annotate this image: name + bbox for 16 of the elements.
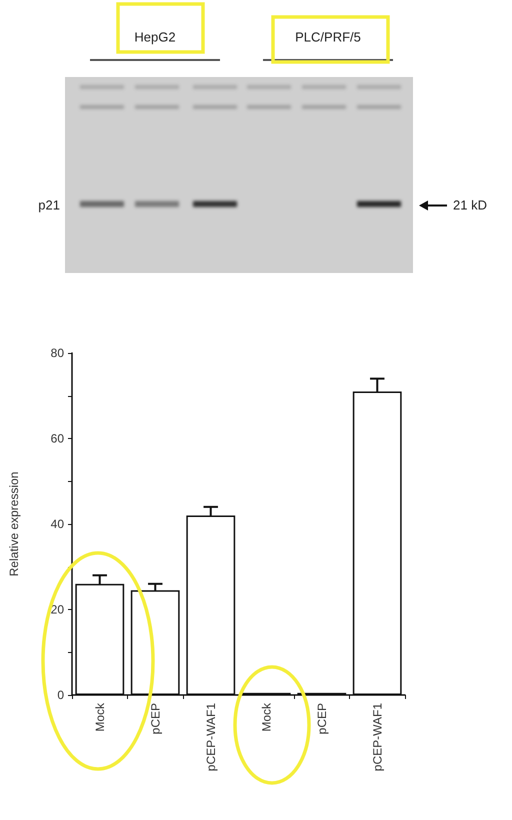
text: HepG2: [134, 30, 176, 44]
x-tick-label: pCEP: [148, 703, 162, 734]
text: 21 kD: [453, 198, 487, 212]
y-tick-label: 60: [50, 432, 64, 446]
x-tick-label: pCEP-WAF1: [204, 702, 218, 772]
text: PLC/PRF/5: [295, 30, 361, 44]
x-tick-label: pCEP-WAF1: [370, 702, 384, 772]
x-tick-label: Mock: [92, 702, 107, 732]
y-tick-label: 80: [50, 346, 64, 360]
y-tick-label: 40: [50, 517, 64, 531]
y-tick-label: 0: [57, 688, 64, 702]
y-axis-title: Relative expression: [7, 472, 21, 576]
x-tick-label: pCEP: [314, 703, 329, 734]
y-tick-label: 20: [50, 602, 64, 616]
x-tick-label: Mock: [259, 702, 274, 732]
text: p21: [38, 198, 60, 212]
